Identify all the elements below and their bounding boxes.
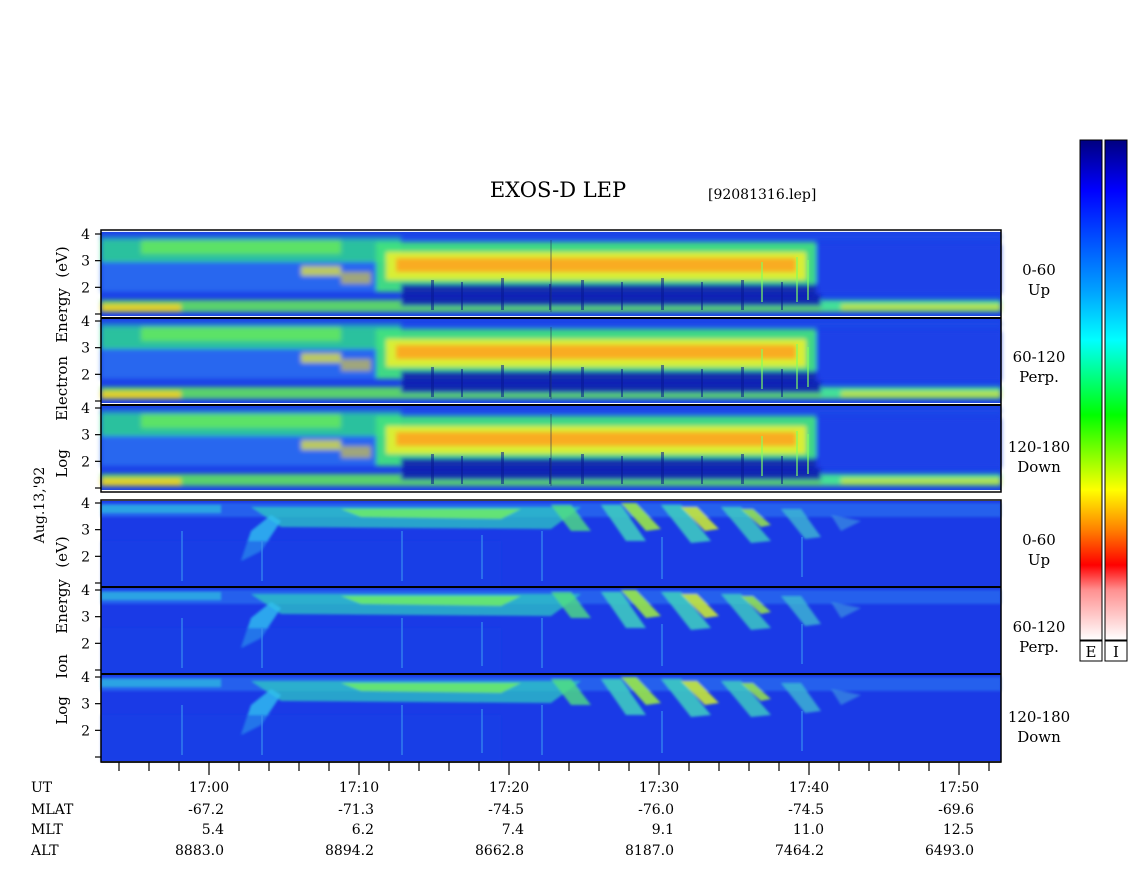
- x-tick-value-ut: 17:20: [489, 780, 529, 796]
- ion-ylabel-w3: (eV): [53, 536, 71, 567]
- y-tick-label: 3: [81, 523, 90, 539]
- electron-ylabel-w1: Electron: [53, 356, 71, 421]
- y-tick-label: 2: [81, 723, 90, 739]
- ion-panel-up: [101, 501, 1001, 587]
- y-tick-label: 3: [81, 428, 90, 444]
- y-tick-label: 3: [81, 610, 90, 626]
- x-tick-value-alt: 8187.0: [625, 843, 674, 859]
- svg-text:Log Electron Energ: Log Electron Energy (eV): [53, 246, 71, 477]
- colorbar-electron: E: [1079, 139, 1103, 662]
- x-tick-value-mlt: 11.0: [793, 822, 824, 838]
- x-tick-value-ut: 17:40: [789, 780, 829, 796]
- ion-ylabel-w2: Energy: [53, 578, 71, 633]
- ion-panel-down: [101, 675, 1001, 761]
- x-tick-value-ut: 17:10: [339, 780, 379, 796]
- electron-panel-up: [101, 232, 1001, 316]
- x-tick-value-alt: 8883.0: [175, 843, 224, 859]
- panel-angle-label: 0-60: [1022, 531, 1056, 549]
- colorbar-ion: I: [1104, 139, 1128, 662]
- y-tick-label: 4: [81, 583, 90, 599]
- x-tick-value-mlt: 5.4: [202, 822, 224, 838]
- y-tick-label: 2: [81, 454, 90, 470]
- panel-angle-labels: 0-60 Up 60-120 Perp. 120-180 Down 0-60 Up 60-120…: [1008, 261, 1070, 746]
- y-tick-label: 2: [81, 367, 90, 383]
- chart-title: EXOS-D LEP: [490, 178, 626, 202]
- x-tick-value-mlt: 12.5: [943, 822, 974, 838]
- date-label: Aug.13,'92: [32, 467, 48, 544]
- x-tick-value-alt: 6493.0: [925, 843, 974, 859]
- panel-direction-label: Up: [1028, 281, 1050, 299]
- y-tick-label: 3: [81, 254, 90, 270]
- x-tick-value-alt: 7464.2: [775, 843, 824, 859]
- x-tick-value-mlat: -74.5: [488, 802, 524, 818]
- electron-ylabel-w2: Energy: [53, 287, 71, 342]
- x-tick-value-mlat: -74.5: [788, 802, 824, 818]
- x-tick-value-ut: 17:00: [189, 780, 229, 796]
- x-tick-value-ut: 17:30: [639, 780, 679, 796]
- panel-angle-label: 60-120: [1013, 348, 1066, 366]
- y-tick-label: 4: [81, 314, 90, 330]
- colorbar-i-label: I: [1113, 643, 1119, 661]
- x-tick-value-alt: 8894.2: [325, 843, 374, 859]
- panel-angle-label: 0-60: [1022, 261, 1056, 279]
- x-tick-value-mlat: -71.3: [338, 802, 374, 818]
- y-tick-label: 4: [81, 401, 90, 417]
- y-tick-label: 3: [81, 341, 90, 357]
- x-tick-value-alt: 8662.8: [475, 843, 524, 859]
- electron-ylabel-w0: Log: [53, 449, 71, 478]
- x-row-label-mlat: MLAT: [31, 802, 74, 818]
- y-tick-label: 2: [81, 636, 90, 652]
- ion-ylabel-w1: Ion: [53, 654, 71, 679]
- x-row-label-mlt: MLT: [31, 822, 63, 838]
- panel-angle-label: 120-180: [1008, 438, 1070, 456]
- x-tick-value-mlat: -76.0: [638, 802, 674, 818]
- x-tick-value-mlt: 7.4: [502, 822, 524, 838]
- ion-panel-perp: [101, 588, 1001, 674]
- electron-panel-down: [101, 406, 1001, 490]
- file-label: [92081316.lep]: [708, 187, 816, 203]
- y-tick-label: 4: [81, 496, 90, 512]
- x-tick-value-mlat: -69.6: [938, 802, 974, 818]
- x-row-label-ut: UT: [31, 780, 53, 796]
- x-tick-value-ut: 17:50: [939, 780, 979, 796]
- x-axis: UT MLAT MLT ALT 17:00 -67.2 5.4 8883.0 17:10 -71.…: [30, 761, 1001, 859]
- x-tick-value-mlt: 9.1: [652, 822, 674, 838]
- y-tick-label: 4: [81, 670, 90, 686]
- svg-text:Log Ion Energy: Log Ion Energy (eV): [53, 536, 71, 724]
- electron-ylabel: Log Electron Energy (eV): [53, 246, 71, 477]
- y-tick-label: 2: [81, 549, 90, 565]
- panel-angle-label: 60-120: [1013, 618, 1066, 636]
- panel-direction-label: Up: [1028, 551, 1050, 569]
- panel-direction-label: Perp.: [1019, 638, 1059, 656]
- panel-frames: [100, 229, 1002, 763]
- y-tick-label: 4: [81, 227, 90, 243]
- y-axes: 2 3 4 2 3 4 2 3 4 2 3 4 2 3 4 2 3 4: [81, 227, 101, 758]
- y-tick-label: 3: [81, 697, 90, 713]
- panel-angle-label: 120-180: [1008, 708, 1070, 726]
- colorbar-e-label: E: [1086, 643, 1097, 661]
- x-row-label-alt: ALT: [30, 843, 59, 859]
- panel-direction-label: Down: [1017, 458, 1061, 476]
- y-tick-label: 2: [81, 280, 90, 296]
- x-tick-value-mlt: 6.2: [352, 822, 374, 838]
- x-tick-value-mlat: -67.2: [188, 802, 224, 818]
- ion-ylabel-w0: Log: [53, 696, 71, 725]
- electron-ylabel-w3: (eV): [53, 246, 71, 277]
- panel-direction-label: Perp.: [1019, 368, 1059, 386]
- ion-ylabel: Log Ion Energy (eV): [53, 536, 71, 724]
- panel-direction-label: Down: [1017, 728, 1061, 746]
- electron-panel-perp: [101, 319, 1001, 403]
